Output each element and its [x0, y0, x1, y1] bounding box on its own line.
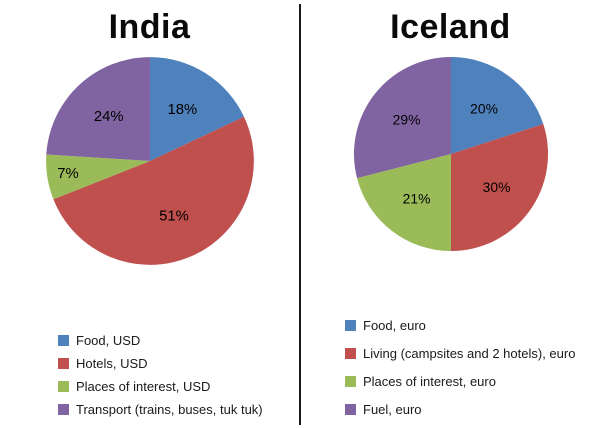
- pie-slice-1-2: [356, 154, 451, 252]
- legend-swatch-transport: [58, 404, 69, 415]
- legend-swatch-hotels-usd: [58, 358, 69, 369]
- chart-title-iceland: Iceland: [390, 8, 511, 46]
- pie-slice-0-1: [52, 116, 254, 265]
- legend-swatch-living-euro: [345, 348, 356, 359]
- pie-slice-1-3: [353, 56, 451, 179]
- pie-chart-iceland: 20% 30% 21% 29%: [353, 56, 548, 252]
- legend-item-food-usd: Food, USD: [58, 333, 299, 348]
- legend-swatch-food-euro: [345, 320, 356, 331]
- slice-data-label-1-2: 21%: [402, 190, 430, 206]
- pie-slice-0-0: [149, 57, 244, 162]
- legend-swatch-places-euro: [345, 376, 356, 387]
- legend-item-living-euro: Living (campsites and 2 hotels), euro: [345, 346, 600, 361]
- slice-data-label-0-2: 7%: [57, 166, 78, 182]
- pie-wrap-iceland: 20% 30% 21% 29%: [301, 55, 600, 253]
- legend-iceland: Food, euro Living (campsites and 2 hotel…: [301, 318, 600, 417]
- chart-title-india: India: [108, 8, 191, 46]
- legend-item-food-euro: Food, euro: [345, 318, 600, 333]
- slice-data-label-0-3: 24%: [93, 109, 123, 125]
- legend-label-transport: Transport (trains, buses, tuk tuk): [76, 402, 263, 417]
- legend-label-food-euro: Food, euro: [363, 318, 426, 333]
- pie-wrap-india: 18% 51% 7% 24%: [0, 55, 299, 267]
- legend-label-food-usd: Food, USD: [76, 333, 141, 348]
- pie-chart-india: 18% 51% 7% 24%: [45, 57, 254, 265]
- legend-swatch-places-usd: [58, 381, 69, 392]
- legend-item-transport: Transport (trains, buses, tuk tuk): [58, 402, 299, 417]
- legend-label-places-usd: Places of interest, USD: [76, 379, 211, 394]
- vertical-divider: [299, 4, 301, 425]
- slice-data-label-1-0: 20%: [470, 100, 498, 116]
- legend-label-living-euro: Living (campsites and 2 hotels), euro: [363, 346, 576, 361]
- legend-item-places-usd: Places of interest, USD: [58, 379, 299, 394]
- pie-slice-0-2: [45, 154, 150, 200]
- legend-item-hotels-usd: Hotels, USD: [58, 356, 299, 371]
- slice-data-label-1-3: 29%: [392, 112, 420, 128]
- legend-swatch-food-usd: [58, 335, 69, 346]
- chart-panel-india: India 18% 51% 7% 24% Food, USD Hotels, USD …: [0, 0, 299, 429]
- chart-panel-iceland: Iceland 20% 30% 21% 29% Food, euro Living (…: [301, 0, 600, 429]
- legend-label-fuel-euro: Fuel, euro: [363, 402, 422, 417]
- slice-data-label-0-1: 51%: [159, 208, 189, 224]
- pie-slice-1-0: [450, 56, 543, 155]
- legend-label-places-euro: Places of interest, euro: [363, 374, 496, 389]
- legend-india: Food, USD Hotels, USD Places of interest…: [0, 333, 299, 417]
- legend-label-hotels-usd: Hotels, USD: [76, 356, 148, 371]
- legend-swatch-fuel-euro: [345, 404, 356, 415]
- pie-slice-0-3: [45, 57, 150, 162]
- legend-item-places-euro: Places of interest, euro: [345, 374, 600, 389]
- slice-data-label-0-0: 18%: [167, 102, 197, 118]
- legend-item-fuel-euro: Fuel, euro: [345, 402, 600, 417]
- pie-slice-1-1: [450, 124, 548, 252]
- slice-data-label-1-1: 30%: [482, 179, 510, 195]
